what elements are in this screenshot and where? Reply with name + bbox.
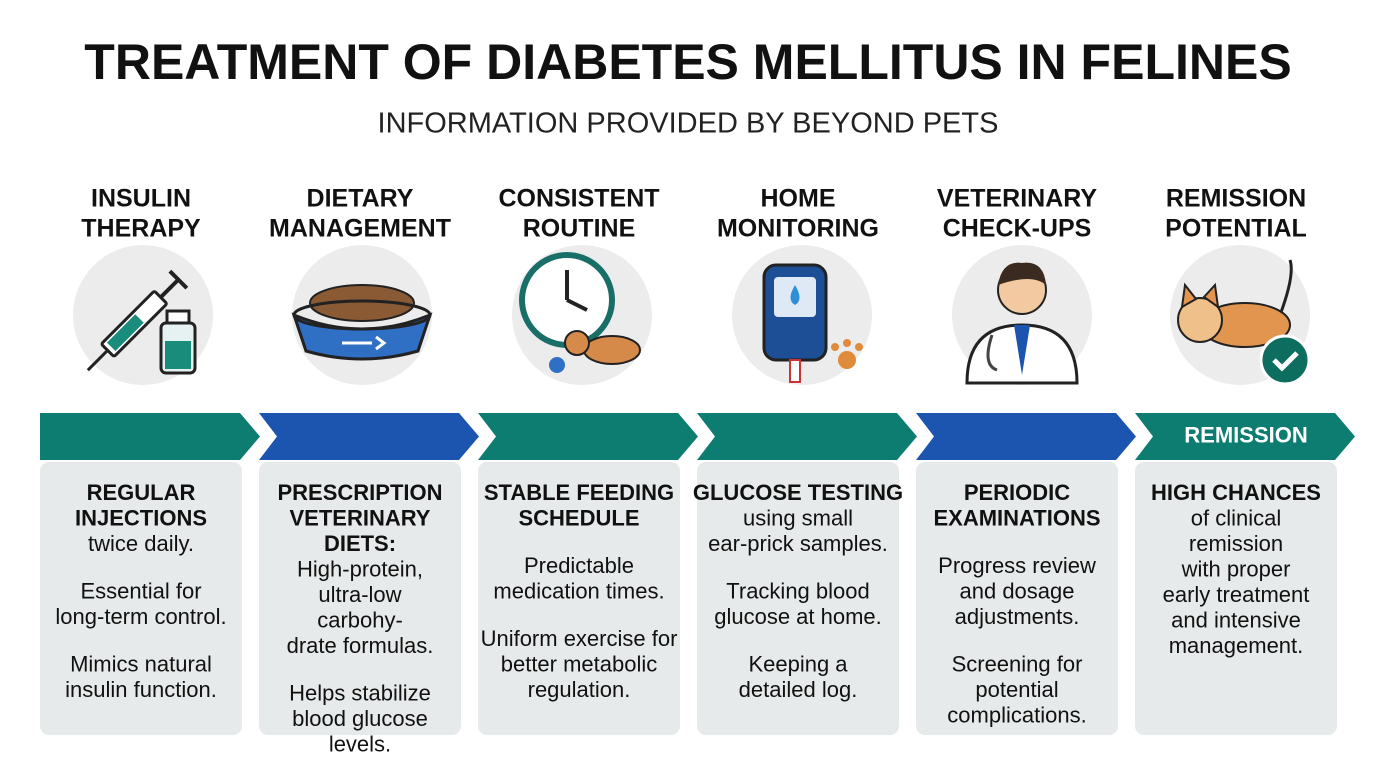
column-heading: MONITORING — [717, 215, 879, 243]
card-text: better metabolic — [501, 651, 658, 676]
arrow-band — [40, 413, 260, 460]
card-text: EXAMINATIONS — [933, 505, 1100, 530]
card-text: medication times. — [493, 578, 664, 603]
card-text: regulation. — [528, 677, 631, 702]
card-text: DIETS: — [324, 531, 396, 556]
card-text: Predictable — [524, 553, 634, 578]
subtitle: INFORMATION PROVIDED BY BEYOND PETS — [378, 108, 999, 140]
column-heading: CHECK-UPS — [943, 215, 1092, 243]
icon-meter — [732, 245, 872, 385]
card-text: High-protein, — [297, 556, 423, 581]
card — [478, 462, 680, 735]
card-text: PERIODIC — [964, 480, 1070, 505]
card-text: SCHEDULE — [518, 505, 639, 530]
card-text: STABLE FEEDING — [484, 480, 674, 505]
card-text: insulin function. — [65, 677, 217, 702]
arrow-band — [259, 413, 479, 460]
column-heading: POTENTIAL — [1165, 215, 1307, 243]
card-text: ultra-low — [318, 582, 401, 607]
card-text: with proper — [1181, 556, 1291, 581]
card-text: early treatment — [1163, 582, 1310, 607]
card-text: management. — [1169, 633, 1304, 658]
card-text: Mimics natural — [70, 651, 212, 676]
card-text: blood glucose — [292, 706, 428, 731]
card-text: Essential for — [80, 578, 201, 603]
card — [40, 462, 242, 735]
column-heading: INSULIN — [91, 185, 191, 213]
arrow-band — [916, 413, 1136, 460]
card-text: drate formulas. — [287, 633, 434, 658]
icon-clock — [512, 245, 652, 385]
card-text: levels. — [329, 731, 391, 756]
column-heading: REMISSION — [1166, 185, 1306, 213]
card-text: REGULAR — [87, 480, 196, 505]
icon-cat — [1170, 245, 1311, 386]
card-text: detailed log. — [739, 677, 858, 702]
band-label: REMISSION — [1184, 422, 1307, 447]
card-text: Uniform exercise for — [481, 626, 678, 651]
card — [259, 462, 461, 735]
card-text: glucose at home. — [714, 604, 882, 629]
arrow-band — [478, 413, 698, 460]
card-text: GLUCOSE TESTING — [693, 480, 903, 505]
card-text: PRESCRIPTION — [277, 480, 442, 505]
card-text: and dosage — [960, 578, 1075, 603]
arrow-band — [1135, 413, 1355, 460]
card-text: adjustments. — [955, 604, 1080, 629]
card-text: twice daily. — [88, 531, 194, 556]
card — [697, 462, 899, 735]
card-text: long-term control. — [55, 604, 226, 629]
column-heading: THERAPY — [81, 215, 201, 243]
card-text: Progress review — [938, 553, 1096, 578]
card-text: Tracking blood — [726, 578, 869, 603]
column-heading: DIETARY — [307, 185, 414, 213]
card — [1135, 462, 1337, 735]
icon-bowl — [291, 245, 433, 385]
column-heading: MANAGEMENT — [269, 215, 451, 243]
title: TREATMENT OF DIABETES MELLITUS IN FELINE… — [84, 34, 1291, 90]
card-text: of clinical — [1191, 505, 1281, 530]
card-text: Helps stabilize — [289, 680, 431, 705]
card-text: Keeping a — [748, 651, 848, 676]
arrow-band — [697, 413, 917, 460]
card-text: remission — [1189, 531, 1283, 556]
card-text: VETERINARY — [290, 505, 431, 530]
card-text: HIGH CHANCES — [1151, 480, 1321, 505]
icons — [73, 245, 1311, 386]
icon-vet — [952, 245, 1092, 385]
card-text: INJECTIONS — [75, 505, 207, 530]
card-text: complications. — [947, 702, 1086, 727]
icon-insulin — [73, 245, 213, 385]
card-text: and intensive — [1171, 607, 1301, 632]
card-text: carbohy- — [317, 607, 403, 632]
card-text: using small — [743, 505, 853, 530]
card — [916, 462, 1118, 735]
column-heading: CONSISTENT — [498, 185, 659, 213]
card-text: Screening for — [952, 651, 1083, 676]
column-heading: HOME — [761, 185, 836, 213]
column-heading: VETERINARY — [937, 185, 1098, 213]
card-text: ear-prick samples. — [708, 531, 888, 556]
column-heading: ROUTINE — [523, 215, 636, 243]
card-text: potential — [975, 677, 1058, 702]
